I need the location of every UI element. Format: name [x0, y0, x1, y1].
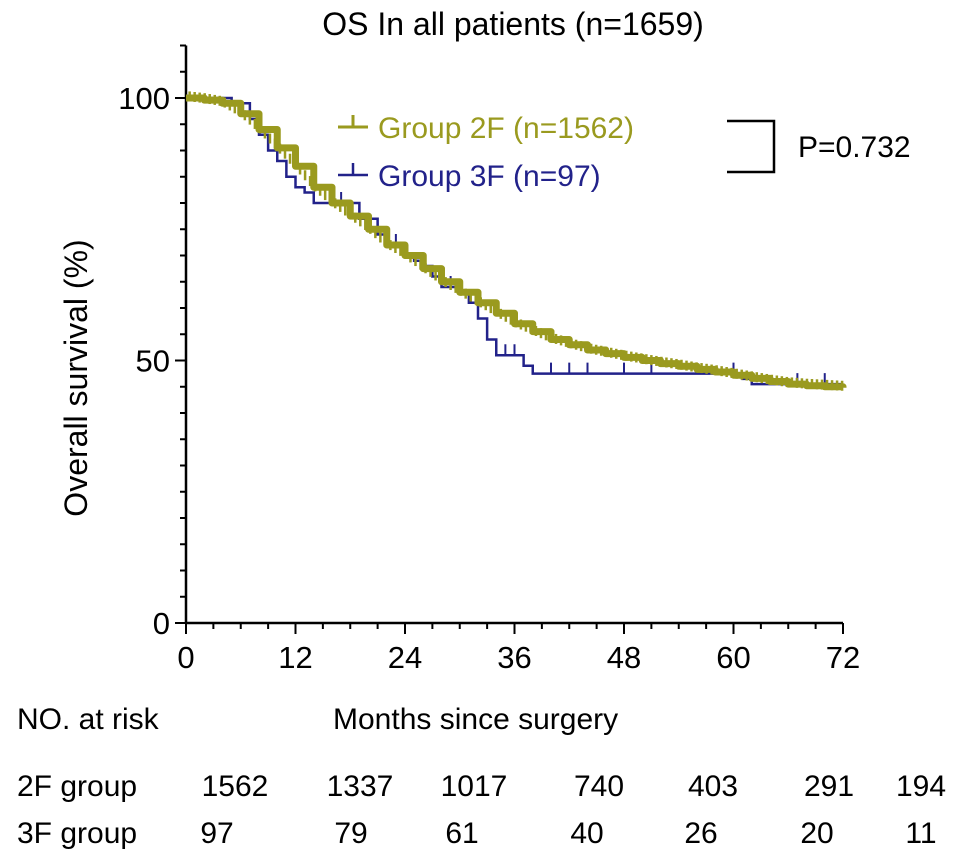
x-tick-label: 24	[388, 640, 422, 675]
legend-label-2f: Group 2F (n=1562)	[378, 112, 634, 145]
risk-cell-3f-2: 61	[445, 817, 479, 850]
risk-cell-3f-1: 79	[334, 817, 368, 850]
risk-cell-2f-1: 1337	[326, 770, 394, 803]
legend: Group 2F (n=1562) Group 3F (n=97)	[338, 112, 634, 193]
y-axis: 0 50 100	[118, 44, 188, 641]
x-tick-label: 0	[177, 640, 194, 675]
risk-cell-2f-6: 194	[895, 770, 947, 803]
legend-item-3f: Group 3F (n=97)	[338, 160, 601, 193]
x-tick-label: 36	[497, 640, 531, 675]
risk-row-label-3f: 3F group	[17, 817, 138, 850]
risk-cell-3f-4: 26	[684, 817, 718, 850]
risk-cell-2f-3: 740	[573, 770, 625, 803]
legend-item-2f: Group 2F (n=1562)	[338, 112, 634, 145]
x-tick-label: 12	[278, 640, 312, 675]
series-2f	[186, 91, 847, 391]
risk-cell-3f-5: 20	[800, 817, 834, 850]
x-tick-label: 72	[826, 640, 860, 675]
risk-cell-3f-3: 40	[570, 817, 604, 850]
p-value-bracket	[727, 119, 776, 174]
y-axis-label: Overall survival (%)	[58, 239, 94, 516]
legend-label-3f: Group 3F (n=97)	[378, 160, 601, 193]
chart-title: OS In all patients (n=1659)	[322, 6, 704, 42]
y-tick-label: 50	[136, 344, 170, 379]
x-axis: 0 12 24 36 48 60 72	[177, 621, 860, 675]
risk-cell-2f-2: 1017	[440, 770, 508, 803]
risk-cell-2f-4: 403	[687, 770, 739, 803]
risk-cell-3f-0: 97	[200, 817, 234, 850]
y-tick-label: 0	[153, 606, 170, 641]
risk-cell-2f-5: 291	[803, 770, 855, 803]
risk-row-label-2f: 2F group	[17, 770, 138, 803]
risk-table-header: NO. at risk	[17, 703, 159, 736]
risk-cell-2f-0: 1562	[201, 770, 269, 803]
x-axis-label: Months since surgery	[333, 703, 619, 736]
p-value-label: P=0.732	[798, 131, 911, 164]
y-tick-label: 100	[118, 81, 170, 116]
risk-cell-3f-6: 11	[905, 817, 937, 850]
x-tick-label: 48	[607, 640, 641, 675]
x-tick-label: 60	[716, 640, 750, 675]
